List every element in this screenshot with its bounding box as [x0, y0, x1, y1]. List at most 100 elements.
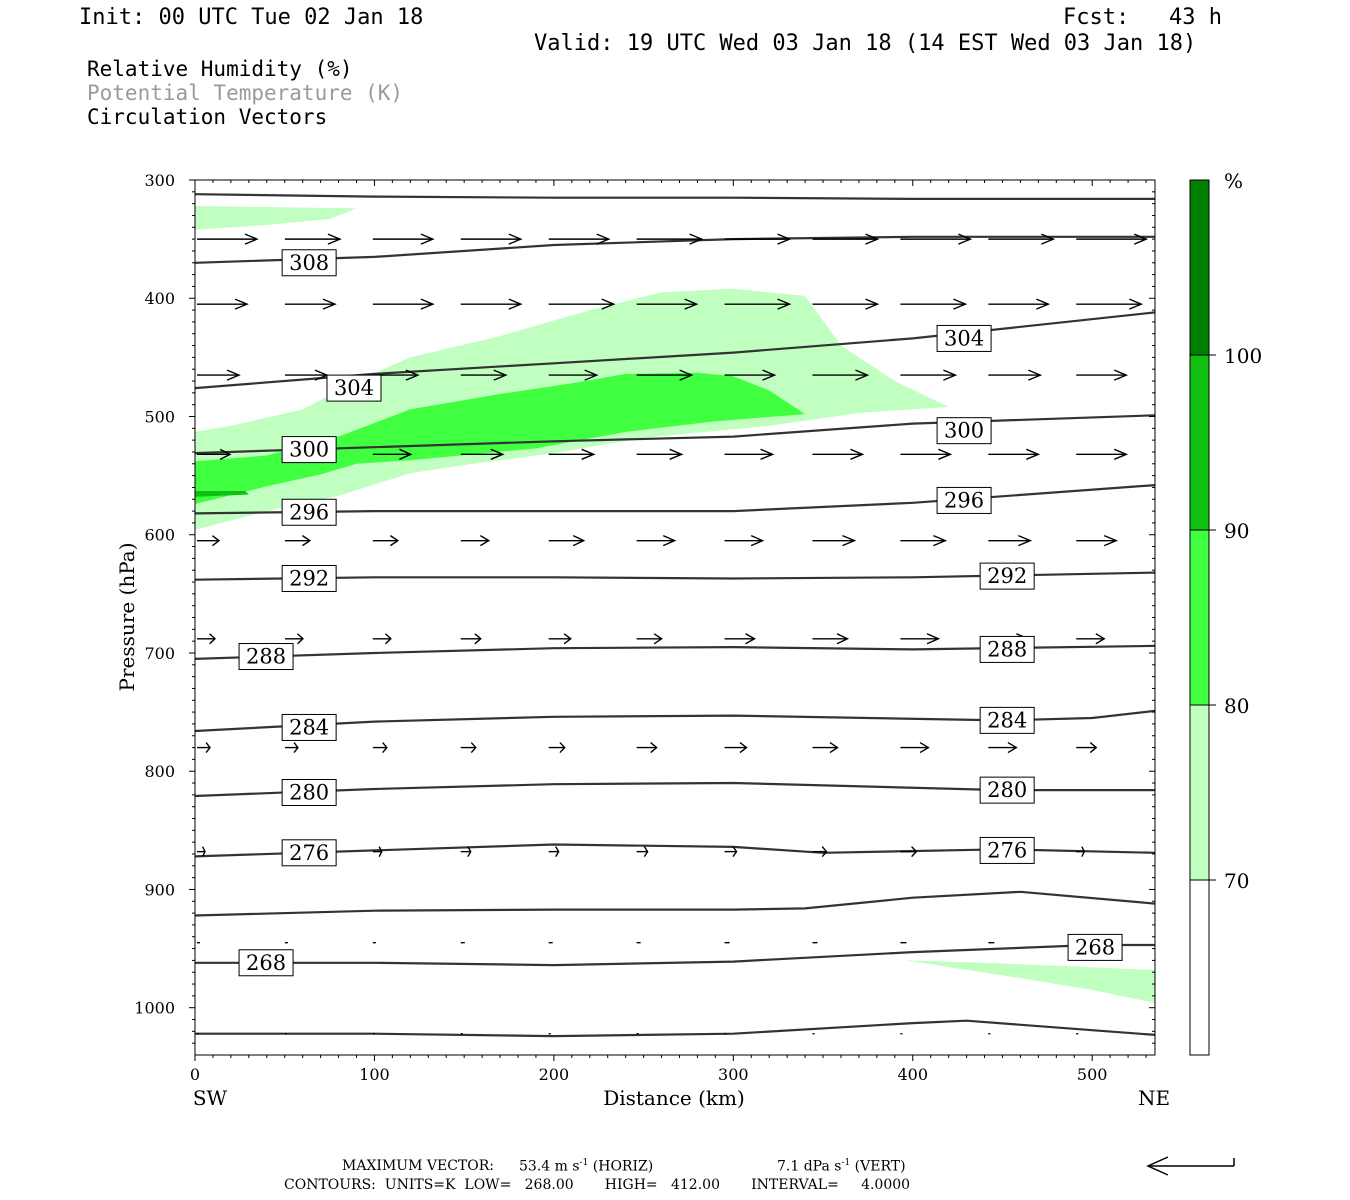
vector-arrow [372, 846, 383, 857]
rh-region-90-100 [195, 491, 249, 497]
x-tick-label: 400 [897, 1065, 928, 1084]
vector-head [953, 298, 968, 310]
vector-arrow [197, 233, 259, 245]
vector-arrow [724, 233, 792, 245]
vector-head [226, 369, 241, 381]
max-vector-label: MAXIMUM VECTOR: [342, 1158, 494, 1174]
vector-head [293, 742, 299, 753]
isentrope-288 [195, 644, 1155, 660]
vector-head [745, 633, 756, 645]
vector-head [378, 846, 383, 857]
isentrope-label-box [936, 324, 992, 352]
vector-arrow [197, 846, 206, 857]
y-tick-label: 500 [144, 407, 175, 426]
vector-head [470, 742, 477, 754]
y-tick-label: 700 [144, 644, 175, 663]
vector-head [205, 742, 211, 753]
vector-arrow [724, 298, 792, 310]
isentrope-label: 284 [987, 708, 1027, 732]
vector-arrow [812, 534, 857, 547]
colorbar-label: 90 [1224, 519, 1249, 543]
vector-arrow [372, 448, 413, 460]
vector-arrow [548, 369, 599, 381]
isentrope-label-box [979, 635, 1035, 663]
isentrope-unlabeled [195, 1019, 1155, 1038]
vector-head [865, 233, 880, 245]
vector-head [1007, 741, 1018, 754]
vector-head [297, 633, 304, 645]
vector-arrow [636, 633, 663, 645]
vector-arrow [724, 448, 775, 460]
vector-head [1128, 298, 1144, 310]
max-vector-horiz: 53.4 m s-1 (HORIZ) [519, 1158, 654, 1175]
isentrope-label-box [936, 417, 992, 445]
vector-head [490, 448, 505, 460]
reference-vector-arrow-icon [1146, 1156, 1235, 1176]
vector-arrow [460, 298, 523, 310]
vector-arrow [1076, 369, 1129, 381]
vector-head [327, 233, 342, 245]
vector-head [581, 448, 596, 460]
isentrope-label: 296 [944, 488, 984, 512]
vector-arrow [900, 233, 973, 245]
vector-head [653, 633, 663, 645]
vector-arrow [724, 369, 777, 381]
isentrope-label: 308 [289, 251, 329, 275]
vector-arrow [197, 448, 232, 460]
vector-arrow [812, 846, 828, 858]
vector-arrow [988, 741, 1018, 754]
vector-head [399, 448, 413, 460]
isentrope-label: 288 [987, 637, 1027, 661]
isentrope-label: 304 [334, 376, 374, 400]
y-tick-label: 900 [144, 880, 175, 899]
vector-head [322, 298, 337, 310]
forecast-hour: Fcst: 43 h [1063, 5, 1222, 30]
isentrope-unlabeled [195, 193, 1155, 200]
vector-arrow [988, 534, 1033, 547]
vector-arrow [197, 633, 217, 645]
isentrope-label-box [281, 498, 337, 526]
vector-head [836, 633, 850, 645]
isentrope-label-box [979, 706, 1035, 734]
vector-arrow [988, 298, 1051, 310]
vector-head [739, 742, 748, 754]
vector-arrow [724, 633, 756, 645]
isentrope-268 [195, 943, 1155, 967]
vector-arrow [548, 448, 596, 460]
isentrope-label-box [1067, 933, 1123, 961]
vector-head [650, 742, 658, 754]
vector-arrow [284, 535, 312, 547]
vector-arrow [636, 448, 684, 460]
vector-head [420, 233, 435, 245]
vector-head [1081, 846, 1086, 857]
vector-arrow [724, 535, 765, 547]
vector-arrow [284, 742, 299, 753]
vector-arrow [724, 742, 748, 754]
colorbar-label: 80 [1224, 694, 1249, 718]
vector-arrow [1076, 846, 1086, 857]
vector-arrow [900, 298, 968, 310]
vector-arrow [812, 369, 870, 381]
y-tick-label: 800 [144, 762, 175, 781]
vector-head [584, 369, 599, 381]
vector-arrow [1076, 448, 1129, 460]
isentrope-label: 292 [289, 566, 329, 590]
colorbar-segment [1189, 704, 1210, 881]
vector-head [919, 741, 930, 754]
vector-arrow [988, 448, 1041, 460]
vector-arrow [548, 535, 586, 547]
vector-arrow [372, 742, 388, 754]
isentrope-label-box [281, 436, 337, 464]
vector-head [201, 846, 206, 857]
vector-head [933, 534, 948, 547]
vector-arrow [812, 298, 880, 310]
vector-arrow [636, 233, 704, 245]
vector-head [760, 448, 775, 460]
vector-arrow [900, 846, 918, 858]
x-tick-label: 500 [1077, 1065, 1108, 1084]
isentrope-labels: 308 304 304 300 300 296 296 292 292 288 288 284 284 2… [238, 249, 1123, 977]
vector-head [689, 233, 704, 245]
vector-arrow [548, 298, 616, 310]
vector-head [1036, 298, 1051, 310]
vector-arrow [900, 448, 953, 460]
